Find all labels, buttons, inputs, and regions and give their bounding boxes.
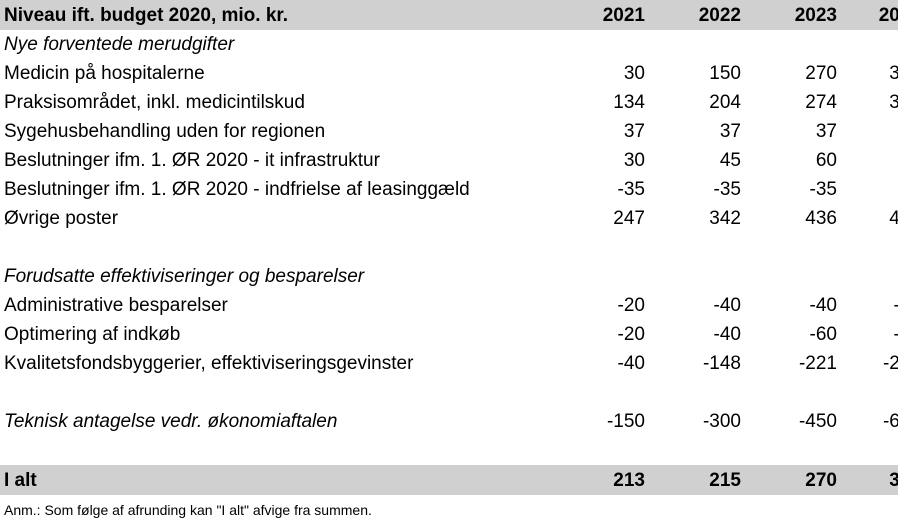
blank-row — [0, 233, 898, 262]
header-year-2022: 2022 — [698, 4, 741, 26]
row-value-2022: -40 — [713, 324, 741, 345]
row-value-2023: 436 — [805, 208, 837, 229]
row-value-2024: 344 — [889, 92, 898, 113]
header-year-2024: 2024 — [878, 4, 898, 26]
row-label: Administrative besparelser — [4, 295, 228, 316]
row-value-2021: -20 — [617, 324, 645, 345]
row-value-2023: -60 — [809, 324, 837, 345]
table-row: Øvrige poster 247 342 436 495 — [0, 204, 898, 233]
header-year-2021: 2021 — [602, 4, 645, 26]
row-value-2021: -20 — [617, 295, 645, 316]
row-value-2022: 150 — [709, 63, 741, 84]
row-value-2024: -80 — [837, 320, 898, 349]
row-value-2024: 65 — [837, 146, 898, 175]
total-value-2021: 213 — [613, 469, 645, 491]
row-value-2021: 30 — [623, 63, 645, 84]
total-value-2023: 270 — [805, 469, 837, 491]
table-row: Beslutninger ifm. 1. ØR 2020 - it infras… — [0, 146, 898, 175]
row-value-2021: 30 — [623, 150, 645, 171]
row-value-2023: -450 — [798, 411, 837, 432]
row-value-2024: -40 — [837, 291, 898, 320]
row-value-2023: -40 — [809, 295, 837, 316]
row-value-2021: 37 — [623, 121, 645, 142]
row-value-2024: -6 — [837, 175, 898, 204]
row-value-2024: -271 — [882, 353, 898, 374]
blank-row — [0, 436, 898, 465]
row-value-2023: 270 — [805, 63, 837, 84]
row-value-2023: 60 — [815, 150, 837, 171]
row-value-2022: 204 — [709, 92, 741, 113]
total-row: I alt 213 215 270 333 — [0, 465, 898, 495]
table-row: Praksisområdet, inkl. medicintilskud 134… — [0, 88, 898, 117]
header-year-2023: 2023 — [794, 4, 837, 26]
row-value-2021: 247 — [613, 208, 645, 229]
row-label: Medicin på hospitalerne — [4, 63, 205, 84]
blank-row — [0, 378, 898, 407]
row-value-2023: 274 — [805, 92, 837, 113]
table-row: Kvalitetsfondsbyggerier, effektivisering… — [0, 349, 898, 378]
table-row: Sygehusbehandling uden for regionen 37 3… — [0, 117, 898, 146]
row-value-2021: -40 — [617, 353, 645, 374]
row-value-2022: -148 — [702, 353, 741, 374]
table-row: Administrative besparelser -20 -40 -40 -… — [0, 291, 898, 320]
section-title-effektiviseringer: Forudsatte effektiviseringer og besparel… — [0, 262, 898, 291]
footnote: Anm.: Som følge af afrunding kan "I alt"… — [4, 502, 372, 518]
section-title: Nye forventede merudgifter — [4, 34, 235, 55]
row-label: Praksisområdet, inkl. medicintilskud — [4, 92, 305, 113]
row-value-2021: 134 — [613, 92, 645, 113]
row-value-2021: -35 — [617, 179, 645, 200]
total-value-2024: 333 — [889, 469, 898, 491]
row-label: Beslutninger ifm. 1. ØR 2020 - indfriels… — [4, 179, 470, 200]
row-value-2024: 37 — [837, 117, 898, 146]
row-value-2023: -35 — [809, 179, 837, 200]
section-title: Forudsatte effektiviseringer og besparel… — [4, 266, 365, 287]
row-label: Kvalitetsfondsbyggerier, effektivisering… — [4, 353, 414, 374]
row-label: Øvrige poster — [4, 208, 119, 229]
row-label: Sygehusbehandling uden for regionen — [4, 121, 326, 142]
section-title-merudgifter: Nye forventede merudgifter — [0, 30, 898, 59]
table-row: Medicin på hospitalerne 30 150 270 390 — [0, 59, 898, 88]
total-label: I alt — [4, 469, 37, 491]
header-label: Niveau ift. budget 2020, mio. kr. — [4, 4, 289, 26]
row-value-2024: 390 — [889, 63, 898, 84]
row-value-2022: 37 — [719, 121, 741, 142]
total-value-2022: 215 — [709, 469, 741, 491]
row-value-2022: 342 — [709, 208, 741, 229]
row-value-2024: -600 — [882, 411, 898, 432]
row-label: Optimering af indkøb — [4, 324, 181, 345]
table-row: Optimering af indkøb -20 -40 -60 -80 — [0, 320, 898, 349]
row-value-2023: 37 — [815, 121, 837, 142]
technical-assumption-row: Teknisk antagelse vedr. økonomiaftalen -… — [0, 407, 898, 436]
row-value-2023: -221 — [798, 353, 837, 374]
row-value-2022: -300 — [702, 411, 741, 432]
row-value-2022: -40 — [713, 295, 741, 316]
table-row: Beslutninger ifm. 1. ØR 2020 - indfriels… — [0, 175, 898, 204]
row-value-2021: -150 — [606, 411, 645, 432]
row-value-2024: 495 — [889, 208, 898, 229]
row-value-2022: -35 — [713, 179, 741, 200]
row-label: Beslutninger ifm. 1. ØR 2020 - it infras… — [4, 150, 380, 171]
row-label: Teknisk antagelse vedr. økonomiaftalen — [4, 411, 338, 432]
table-header-row: Niveau ift. budget 2020, mio. kr. 2021 2… — [0, 0, 898, 30]
row-value-2022: 45 — [719, 150, 741, 171]
